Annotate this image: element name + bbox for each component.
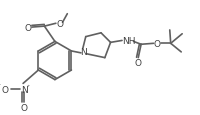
Text: O: O bbox=[21, 103, 28, 112]
Text: NH: NH bbox=[122, 37, 135, 46]
Text: ⁺: ⁺ bbox=[26, 84, 29, 89]
Text: O: O bbox=[56, 20, 63, 29]
Text: N: N bbox=[80, 48, 87, 57]
Text: O: O bbox=[25, 23, 32, 32]
Text: O: O bbox=[154, 39, 161, 48]
Text: N: N bbox=[21, 85, 27, 94]
Text: O: O bbox=[1, 85, 8, 94]
Text: O: O bbox=[135, 58, 142, 67]
Text: ⁻: ⁻ bbox=[0, 84, 1, 89]
